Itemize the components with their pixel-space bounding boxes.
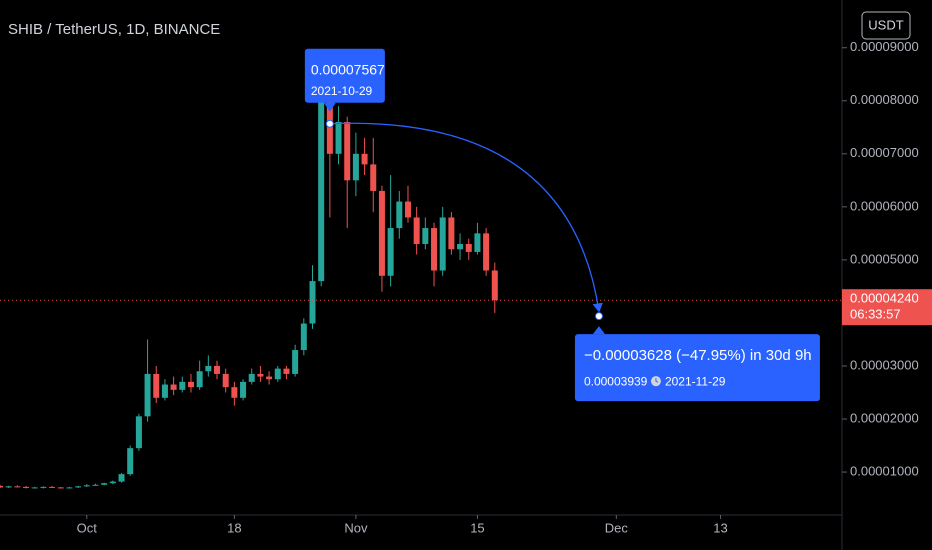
y-tick-label: 0.00007000 bbox=[850, 145, 919, 160]
candle-body bbox=[404, 201, 411, 218]
end-point bbox=[594, 312, 603, 321]
candle-body bbox=[396, 201, 403, 229]
measure-arrow bbox=[329, 122, 603, 313]
candle-body bbox=[170, 384, 177, 390]
candle-body bbox=[222, 373, 229, 388]
candle-body bbox=[83, 485, 90, 487]
candle-body bbox=[387, 228, 394, 276]
candle-body bbox=[422, 228, 429, 244]
candle-body bbox=[214, 365, 221, 374]
candle-body bbox=[196, 371, 203, 388]
candle-body bbox=[92, 484, 99, 486]
candle-body bbox=[344, 121, 351, 181]
end-price: 0.00003939 bbox=[584, 374, 648, 388]
candle-body bbox=[205, 365, 212, 372]
candle-body bbox=[448, 217, 455, 250]
candle-body bbox=[474, 233, 481, 252]
candle-body bbox=[101, 483, 108, 485]
clock-hands bbox=[655, 378, 659, 383]
candle-body bbox=[439, 217, 446, 271]
x-tick-label: 13 bbox=[713, 520, 727, 535]
candle-body bbox=[135, 416, 142, 449]
x-tick-label: Oct bbox=[77, 520, 98, 535]
candle-body bbox=[240, 381, 247, 398]
candle-body bbox=[144, 373, 151, 417]
candle-body bbox=[127, 448, 134, 475]
currency-button[interactable] bbox=[861, 11, 911, 40]
candle-body bbox=[75, 486, 82, 488]
candle-body bbox=[153, 373, 160, 398]
candle-body bbox=[40, 486, 47, 488]
candle-body bbox=[292, 350, 299, 374]
y-tick-label: 0.00008000 bbox=[850, 92, 919, 107]
y-tick-label: 0.00001000 bbox=[850, 463, 919, 478]
candle-body bbox=[266, 376, 273, 380]
last-price-box bbox=[842, 289, 932, 326]
candle-body bbox=[300, 323, 307, 351]
candle-body bbox=[57, 487, 64, 489]
start-label-box bbox=[304, 48, 385, 103]
candle-body bbox=[483, 233, 490, 271]
x-tick-label: 15 bbox=[470, 520, 484, 535]
candle-body bbox=[361, 153, 368, 165]
candle-body bbox=[457, 243, 464, 250]
candle-body bbox=[283, 368, 290, 374]
candle-body bbox=[491, 270, 498, 301]
chart-title: SHIB / TetherUS, 1D, BINANCE bbox=[8, 21, 220, 38]
candle-body bbox=[109, 481, 116, 484]
candle-body bbox=[5, 486, 12, 488]
countdown-label: 06:33:57 bbox=[850, 307, 901, 322]
candle-body bbox=[31, 487, 38, 489]
candle-body bbox=[318, 100, 325, 282]
candle-body bbox=[161, 384, 168, 398]
last-price-label: 0.00004240 bbox=[850, 291, 919, 306]
candle-body bbox=[66, 487, 73, 489]
candle-body bbox=[118, 474, 125, 482]
y-tick-label: 0.00005000 bbox=[850, 251, 919, 266]
candle-body bbox=[309, 281, 316, 324]
candle-body bbox=[352, 153, 359, 181]
end-date: 2021-11-29 bbox=[665, 374, 726, 388]
candle-body bbox=[431, 228, 438, 271]
y-tick-label: 0.00003000 bbox=[850, 357, 919, 372]
candle-body bbox=[370, 164, 377, 191]
candle-body bbox=[179, 381, 186, 390]
candle-body bbox=[231, 387, 238, 398]
candle-body bbox=[49, 486, 56, 488]
x-tick-label: Dec bbox=[605, 520, 629, 535]
candle-body bbox=[465, 243, 472, 252]
y-tick-label: 0.00006000 bbox=[850, 198, 919, 213]
candle-body bbox=[257, 373, 264, 377]
candle-body bbox=[274, 368, 281, 380]
x-tick-label: Nov bbox=[344, 520, 368, 535]
change-label: −0.00003628 (−47.95%) in 30d 9h bbox=[584, 347, 812, 364]
candle-body bbox=[378, 190, 385, 276]
start-price: 0.00007567 bbox=[311, 61, 385, 77]
start-date: 2021-10-29 bbox=[311, 84, 373, 98]
candle-body bbox=[187, 381, 194, 388]
candle-body bbox=[335, 121, 342, 154]
candle-body bbox=[413, 217, 420, 244]
start-point bbox=[325, 119, 334, 128]
x-tick-label: 18 bbox=[227, 520, 241, 535]
candle-body bbox=[0, 485, 3, 488]
start-label-pointer bbox=[323, 102, 336, 112]
y-tick-label: 0.00002000 bbox=[850, 410, 919, 425]
currency-button-label[interactable]: USDT bbox=[868, 17, 903, 32]
candle-body bbox=[23, 486, 30, 488]
end-label-pointer bbox=[592, 326, 605, 335]
end-label-box bbox=[574, 334, 820, 402]
candle-body bbox=[14, 486, 21, 488]
y-tick-label: 0.00009000 bbox=[850, 39, 919, 54]
candle-body bbox=[248, 373, 255, 382]
